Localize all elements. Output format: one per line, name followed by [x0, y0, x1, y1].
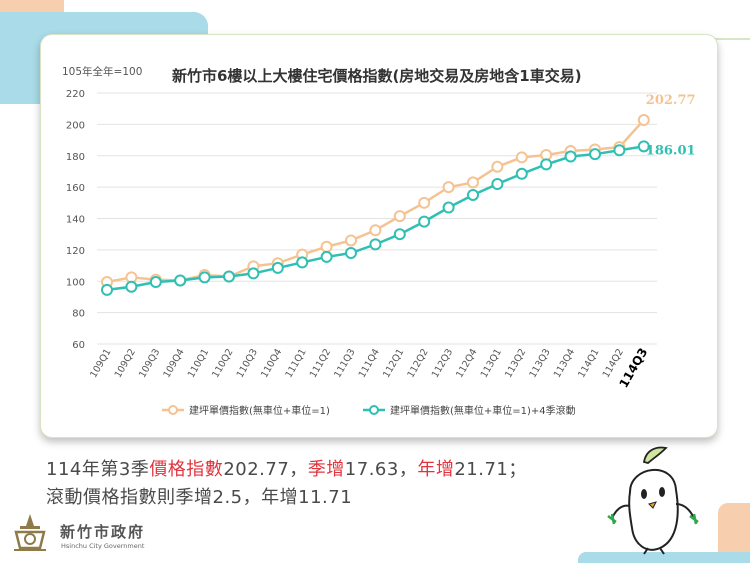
legend-label: 建坪單價指數(無車位+車位=1)+4季滾動 [390, 404, 576, 417]
y-tick-label: 100 [66, 277, 85, 288]
y-tick-label: 160 [66, 183, 85, 194]
data-point [393, 210, 406, 223]
data-point [491, 160, 504, 173]
summary-line-1: 114年第3季價格指數202.77，季增17.63，年增21.71； [46, 455, 527, 481]
x-tick-label: 109Q2 [113, 347, 138, 380]
data-point [320, 250, 333, 263]
decor-blue-block-bottom [578, 552, 750, 563]
data-point [418, 215, 431, 228]
data-point [369, 238, 382, 251]
x-tick-label: 113Q3 [527, 347, 552, 380]
x-tick-label: 113Q1 [479, 347, 504, 380]
data-point [418, 196, 431, 209]
data-point [393, 228, 406, 241]
data-point [345, 247, 357, 260]
data-point [637, 114, 650, 127]
line-chart: 105年全年=100 新竹市6樓以上大樓住宅價格指數(房地交易及房地含1車交易) 6… [62, 65, 696, 417]
y-tick-label: 180 [66, 152, 85, 163]
x-tick-label: 112Q3 [430, 347, 455, 380]
data-point [320, 240, 333, 253]
chart-title: 新竹市6樓以上大樓住宅價格指數(房地交易及房地含1車交易) [172, 67, 582, 85]
x-tick-label: 112Q2 [405, 347, 430, 380]
data-point [442, 181, 455, 194]
x-tick-label: 113Q4 [552, 347, 577, 380]
data-point [491, 177, 504, 190]
data-point [149, 276, 162, 289]
x-tick-label: 110Q1 [186, 347, 211, 380]
summary-price-index-label: 價格指數 [149, 459, 224, 480]
data-point [564, 150, 577, 163]
x-tick-label: 111Q4 [357, 347, 382, 380]
data-point [223, 270, 235, 283]
data-point [247, 267, 260, 280]
series-line [106, 119, 645, 284]
y-tick-label: 60 [72, 340, 85, 351]
x-tick-label: 112Q1 [381, 347, 406, 380]
x-tick-label: 113Q2 [503, 347, 528, 380]
government-name-english: Hsinchu City Government [61, 542, 145, 550]
data-label: 186.01 [646, 143, 696, 158]
legend-label: 建坪單價指數(無車位+車位=1) [189, 404, 330, 417]
y-tick-label: 220 [66, 89, 85, 100]
data-point [174, 274, 187, 287]
data-point [589, 148, 601, 161]
y-tick-label: 140 [66, 215, 85, 226]
mascot-illustration [607, 446, 699, 555]
data-point [637, 140, 650, 153]
summary-yoy-value: 21.71； [454, 459, 527, 480]
summary-quarter: 114年第3季 [46, 459, 150, 480]
legend-marker [168, 405, 178, 415]
x-tick-label: 110Q2 [210, 347, 235, 380]
data-point [540, 158, 553, 171]
government-name: 新竹市政府 [60, 523, 146, 541]
data-point [296, 256, 309, 269]
data-point [515, 167, 528, 180]
city-emblem-icon [14, 514, 46, 551]
x-tick-label: 114Q1 [576, 347, 601, 380]
summary-price-index-value: 202.77， [223, 459, 308, 480]
legend-marker [369, 405, 379, 415]
x-tick-label: 111Q3 [332, 347, 357, 380]
data-point [345, 234, 357, 247]
y-unit-label: 105年全年=100 [62, 65, 142, 78]
x-tick-label: 110Q4 [259, 347, 284, 380]
y-tick-label: 120 [66, 246, 85, 257]
data-point [442, 201, 455, 214]
data-point [515, 151, 528, 164]
x-tick-label: 109Q1 [88, 347, 113, 380]
data-point [467, 176, 479, 189]
summary-qoq-label: 季增 [307, 459, 345, 480]
x-tick-label: 111Q2 [308, 347, 333, 380]
data-point [198, 271, 211, 284]
x-tick-label: 110Q3 [235, 347, 260, 380]
data-point [613, 144, 626, 157]
data-point [369, 224, 382, 237]
y-tick-label: 80 [72, 309, 85, 320]
data-label: 202.77 [646, 93, 696, 108]
summary-line-2: 滾動價格指數則季增2.5，年增11.71 [46, 487, 353, 508]
summary-qoq-value: 17.63， [344, 459, 418, 480]
x-tick-label: 109Q4 [161, 347, 186, 380]
x-tick-label: 112Q4 [454, 347, 479, 380]
chart-card: 105年全年=100 新竹市6樓以上大樓住宅價格指數(房地交易及房地含1車交易) 6… [40, 34, 718, 438]
data-point [271, 261, 284, 274]
y-tick-label: 200 [66, 120, 85, 131]
data-point [467, 188, 479, 201]
data-point [101, 283, 113, 296]
x-tick-label: 109Q3 [137, 347, 162, 380]
data-point [125, 280, 138, 293]
x-tick-label: 111Q1 [283, 347, 308, 380]
summary-yoy-label: 年增 [417, 459, 455, 480]
